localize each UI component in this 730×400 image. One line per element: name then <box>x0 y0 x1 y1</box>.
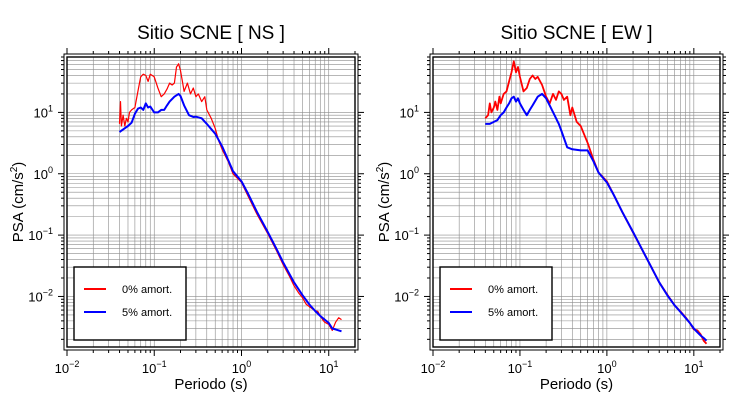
y-tick-label: 100 <box>34 165 53 182</box>
y-tick-label: 10−2 <box>394 287 419 304</box>
legend-box <box>439 266 553 341</box>
legend-label: 0% amort. <box>488 284 538 296</box>
y-tick-label: 10−2 <box>28 287 53 304</box>
x-tick-label: 100 <box>232 359 251 376</box>
legend-box <box>73 266 187 341</box>
chart-title: Sitio SCNE [ EW ] <box>500 23 652 44</box>
plot-frame-outer <box>429 53 724 351</box>
x-axis-label: Periodo (s) <box>174 376 247 393</box>
legend-label: 5% amort. <box>488 307 538 319</box>
series-line-5pct <box>118 92 342 333</box>
x-axis-label: Periodo (s) <box>540 376 613 393</box>
y-tick-label: 100 <box>400 165 419 182</box>
legend-label: 5% amort. <box>122 307 172 319</box>
chart-panel-ew: 10−2 10−1 100 101 10−2 10−1 100 101 Sitio SCNE [… <box>375 23 729 393</box>
series-line-0pct <box>118 63 342 331</box>
plot-frame <box>432 56 721 348</box>
series-line-5pct <box>485 92 708 342</box>
x-tick-label: 10−2 <box>55 359 80 376</box>
x-tick-label: 101 <box>684 359 703 376</box>
x-tick-label: 10−1 <box>142 359 167 376</box>
x-tick-label: 10−1 <box>508 359 533 376</box>
chart-panel-ns: 10−2 10−1 100 101 10−2 10−1 100 101 Sitio SCNE [… <box>9 23 364 393</box>
x-tick-label: 101 <box>319 359 338 376</box>
plot-frame-outer <box>63 53 359 351</box>
chart-title: Sitio SCNE [ NS ] <box>137 23 285 44</box>
y-tick-label: 101 <box>400 103 419 120</box>
x-tick-label: 10−2 <box>421 359 446 376</box>
x-tick-label: 100 <box>597 359 616 376</box>
plot-frame <box>66 56 356 348</box>
y-tick-label: 10−1 <box>28 226 53 243</box>
y-axis-label: PSA (cm/s2) <box>375 162 393 243</box>
y-tick-label: 101 <box>34 103 53 120</box>
legend-label: 0% amort. <box>122 284 172 296</box>
y-axis-label: PSA (cm/s2) <box>9 162 27 243</box>
y-tick-label: 10−1 <box>394 226 419 243</box>
